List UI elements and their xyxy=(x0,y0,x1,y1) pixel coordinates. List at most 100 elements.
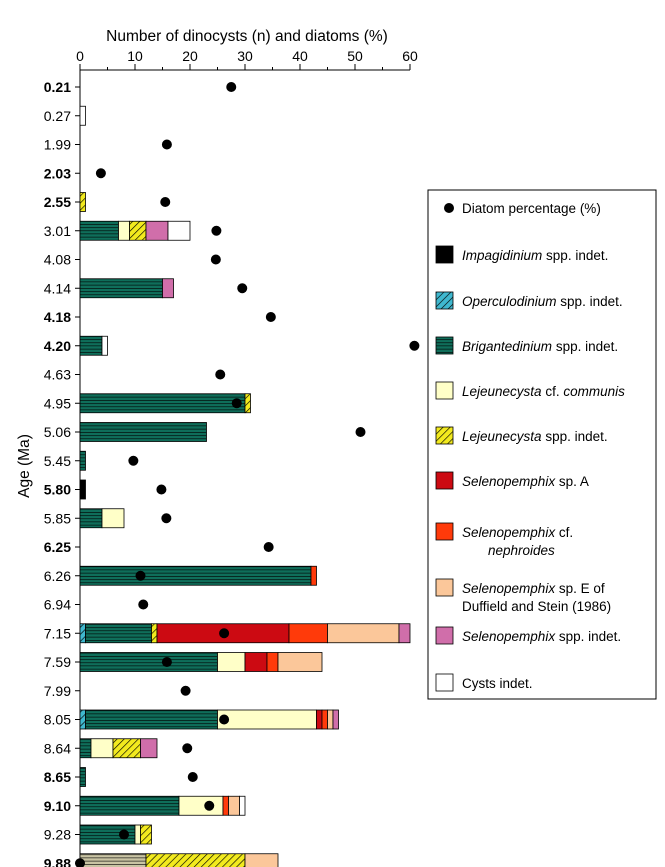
bar-segment xyxy=(140,738,158,759)
bar-segment xyxy=(118,220,130,241)
bar-segment xyxy=(316,709,323,730)
bar-segment xyxy=(222,795,229,816)
legend-swatch xyxy=(435,245,454,264)
x-tick-label: 10 xyxy=(127,48,143,64)
diatom-point xyxy=(135,570,146,581)
y-tick-label: 4.14 xyxy=(44,280,71,296)
bar-segment xyxy=(79,623,86,644)
y-tick-label: 0.27 xyxy=(44,108,71,124)
bars-layer xyxy=(79,105,411,867)
legend-diatom-marker xyxy=(444,203,454,213)
bar-segment xyxy=(145,220,169,241)
bar-segment xyxy=(162,278,174,299)
bar-segment xyxy=(79,393,246,414)
x-tick-label: 50 xyxy=(347,48,363,64)
legend-label: Lejeunecysta spp. indet. xyxy=(462,429,608,444)
bar-segment xyxy=(288,623,328,644)
legend-label: Selenopemphix spp. indet. xyxy=(462,629,621,644)
legend: Diatom percentage (%) Impagidinium spp. i… xyxy=(427,189,657,700)
diatom-point xyxy=(161,657,172,667)
bar-segment xyxy=(112,738,141,759)
bar-segment xyxy=(79,795,180,816)
y-tick-label: 9.28 xyxy=(44,827,71,843)
legend-swatch xyxy=(435,578,454,597)
diatom-point xyxy=(204,800,215,811)
bar-segment xyxy=(129,220,147,241)
bar-segment xyxy=(101,508,125,529)
y-tick-label: 5.06 xyxy=(44,424,71,440)
diatom-point xyxy=(237,283,248,294)
diatom-point xyxy=(211,225,222,236)
legend-label: Brigantedinium spp. indet. xyxy=(462,339,618,354)
diatom-point xyxy=(219,714,230,725)
bar-segment xyxy=(79,652,218,672)
y-tick-label: 7.15 xyxy=(44,625,71,641)
legend-swatch xyxy=(435,381,454,400)
y-tick-label: 7.99 xyxy=(44,683,71,699)
bar-segment xyxy=(310,565,317,586)
legend-label: Lejeunecysta cf. communis xyxy=(462,384,625,399)
legend-label: Selenopemphix sp. E of xyxy=(462,581,605,596)
legend-box xyxy=(427,189,657,700)
bar-segment xyxy=(79,335,103,356)
bar-segment xyxy=(239,795,246,816)
legend-swatch xyxy=(435,336,454,355)
bar-segment xyxy=(79,422,207,442)
x-tick-label: 0 xyxy=(76,48,84,64)
y-tick-label: 8.64 xyxy=(44,740,71,756)
diatom-point xyxy=(95,168,106,179)
bar-segment xyxy=(79,738,92,759)
bar-segment xyxy=(85,709,218,730)
bar-segment xyxy=(79,450,86,471)
bar-segment xyxy=(398,623,411,644)
y-tick-label: 1.99 xyxy=(44,137,71,153)
y-tick-label: 5.45 xyxy=(44,453,71,469)
y-tick-label: 4.18 xyxy=(44,309,71,325)
y-tick-label: 4.20 xyxy=(44,338,71,354)
bar-segment xyxy=(167,220,191,241)
diatom-point xyxy=(128,455,139,466)
bar-segment xyxy=(79,853,147,867)
x-axis: 0 10 20 30 40 50 60 xyxy=(76,48,418,71)
y-tick-label: 2.55 xyxy=(44,194,71,210)
bar-segment xyxy=(178,795,224,816)
legend-label: Cysts indet. xyxy=(462,676,533,691)
bar-segment xyxy=(90,738,114,759)
legend-label: Operculodinium spp. indet. xyxy=(462,294,623,309)
diatom-point xyxy=(355,427,366,437)
bar-segment xyxy=(217,652,246,672)
bar-segment xyxy=(79,709,86,730)
x-tick-label: 60 xyxy=(402,48,418,64)
x-tick-label: 20 xyxy=(182,48,198,64)
diatom-point xyxy=(160,197,171,207)
bar-segment xyxy=(79,220,119,241)
bar-segment xyxy=(151,623,158,644)
legend-swatch xyxy=(435,426,454,445)
bar-segment xyxy=(277,652,323,672)
x-tick-label: 30 xyxy=(237,48,253,64)
chart-title: Number of dinocysts (n) and diatoms (%) xyxy=(106,28,388,45)
diatom-point xyxy=(156,484,167,495)
bar-segment xyxy=(244,652,268,672)
y-tick-label: 4.63 xyxy=(44,367,71,383)
diatom-point xyxy=(226,82,237,92)
diatom-point xyxy=(161,513,172,524)
bar-segment xyxy=(134,824,141,845)
bar-segment xyxy=(228,795,240,816)
diatom-point xyxy=(161,139,172,150)
y-tick-label: 9.88 xyxy=(44,855,71,867)
y-tick-label: 6.94 xyxy=(44,597,71,613)
bar-segment xyxy=(332,709,339,730)
bar-segment xyxy=(244,853,279,867)
y-tick-label: 6.26 xyxy=(44,568,71,584)
legend-label: Selenopemphix cf. xyxy=(462,525,573,540)
bar-segment xyxy=(266,652,279,672)
bar-segment xyxy=(79,278,163,299)
y-tick-label: 2.03 xyxy=(44,165,71,181)
diatom-point xyxy=(219,628,230,639)
bar-segment xyxy=(79,105,86,126)
y-tick-label: 9.10 xyxy=(44,798,71,814)
diatom-point xyxy=(265,312,276,322)
bar-segment xyxy=(217,709,317,730)
legend-label-line2: Duffield and Stein (1986) xyxy=(462,599,611,614)
